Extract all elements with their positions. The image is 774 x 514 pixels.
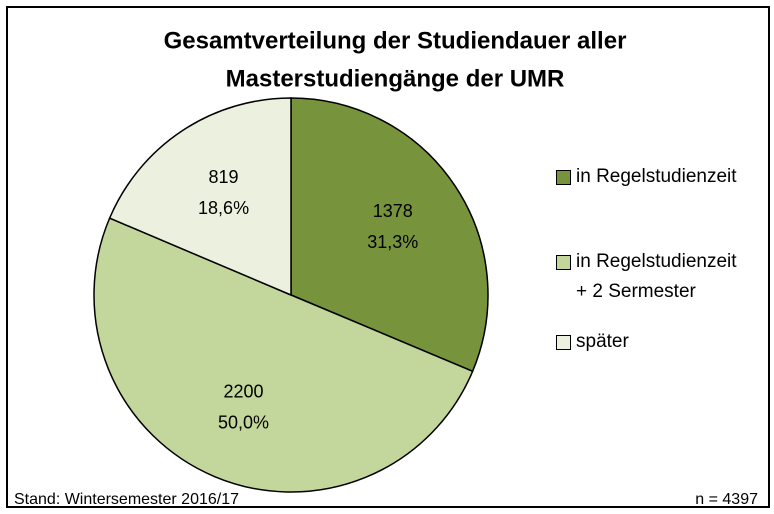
- data-label: 819: [209, 167, 239, 187]
- legend-entry: in Regelstudienzeit + 2 Sermester: [556, 247, 737, 307]
- legend-swatch: [556, 255, 571, 270]
- legend-label: in Regelstudienzeit + 2 Sermester: [576, 251, 737, 302]
- legend-swatch: [556, 335, 571, 350]
- pie-slice: [93, 217, 474, 493]
- sample-size: n = 4397: [695, 491, 758, 508]
- share-label: 50,0%: [218, 412, 269, 432]
- data-label: 1378: [373, 201, 413, 221]
- footnote: Stand: Wintersemester 2016/17: [14, 491, 239, 508]
- legend-entry: in Regelstudienzeit: [556, 162, 737, 192]
- legend-label: später: [576, 331, 629, 352]
- share-label: 31,3%: [367, 232, 418, 252]
- legend-entry: später: [556, 327, 629, 357]
- legend-label: in Regelstudienzeit: [576, 166, 737, 187]
- data-label: 2200: [223, 381, 263, 401]
- chart-title: Gesamtverteilung der Studiendauer aller: [164, 27, 627, 54]
- pie-slice: [290, 97, 489, 373]
- chart-subtitle: Masterstudiengänge der UMR: [226, 65, 565, 92]
- pie-slice: [108, 97, 292, 297]
- share-label: 18,6%: [198, 198, 249, 218]
- legend-swatch: [556, 170, 571, 185]
